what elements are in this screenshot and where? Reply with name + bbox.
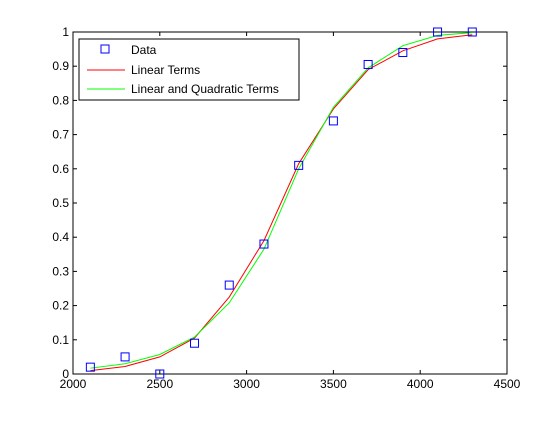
y-tick-label: 0.5 — [52, 196, 69, 210]
x-tick-label: 2000 — [60, 377, 87, 391]
data-point-marker — [155, 369, 165, 379]
y-tick-label: 0.9 — [52, 59, 69, 73]
data-point-marker — [85, 362, 95, 372]
plot-series — [85, 27, 477, 379]
data-point-marker — [224, 280, 234, 290]
data-point-marker — [363, 59, 373, 69]
y-tick-label: 0.7 — [52, 128, 69, 142]
y-tick-label: 0.4 — [52, 230, 69, 244]
y-tick-label: 0 — [62, 367, 69, 381]
legend-label-linear: Linear Terms — [131, 63, 200, 77]
data-point-marker — [398, 48, 408, 58]
legend-marker-data — [100, 44, 110, 54]
y-tick-label: 0.1 — [52, 333, 69, 347]
y-tick-label: 0.6 — [52, 162, 69, 176]
series-line-2 — [90, 32, 473, 369]
y-tick-label: 0.3 — [52, 264, 69, 278]
legend: Data Linear Terms Linear and Quadratic T… — [78, 38, 300, 101]
series-line-1 — [90, 34, 473, 372]
y-tick-label: 0.8 — [52, 93, 69, 107]
x-tick-label: 3500 — [320, 377, 347, 391]
y-tick-label: 0.2 — [52, 299, 69, 313]
x-tick-label: 3000 — [233, 377, 260, 391]
data-point-marker — [294, 160, 304, 170]
data-point-marker — [190, 338, 200, 348]
legend-label-quadratic: Linear and Quadratic Terms — [131, 82, 279, 96]
x-tick-label: 2500 — [146, 377, 173, 391]
x-tick-label: 4000 — [407, 377, 434, 391]
x-tick-label: 4500 — [494, 377, 521, 391]
data-point-marker — [328, 116, 338, 126]
y-tick-label: 1 — [62, 25, 69, 39]
data-point-marker — [467, 27, 477, 37]
data-point-marker — [259, 239, 269, 249]
legend-label-data: Data — [131, 43, 157, 57]
data-point-marker — [120, 352, 130, 362]
data-point-marker — [433, 27, 443, 37]
